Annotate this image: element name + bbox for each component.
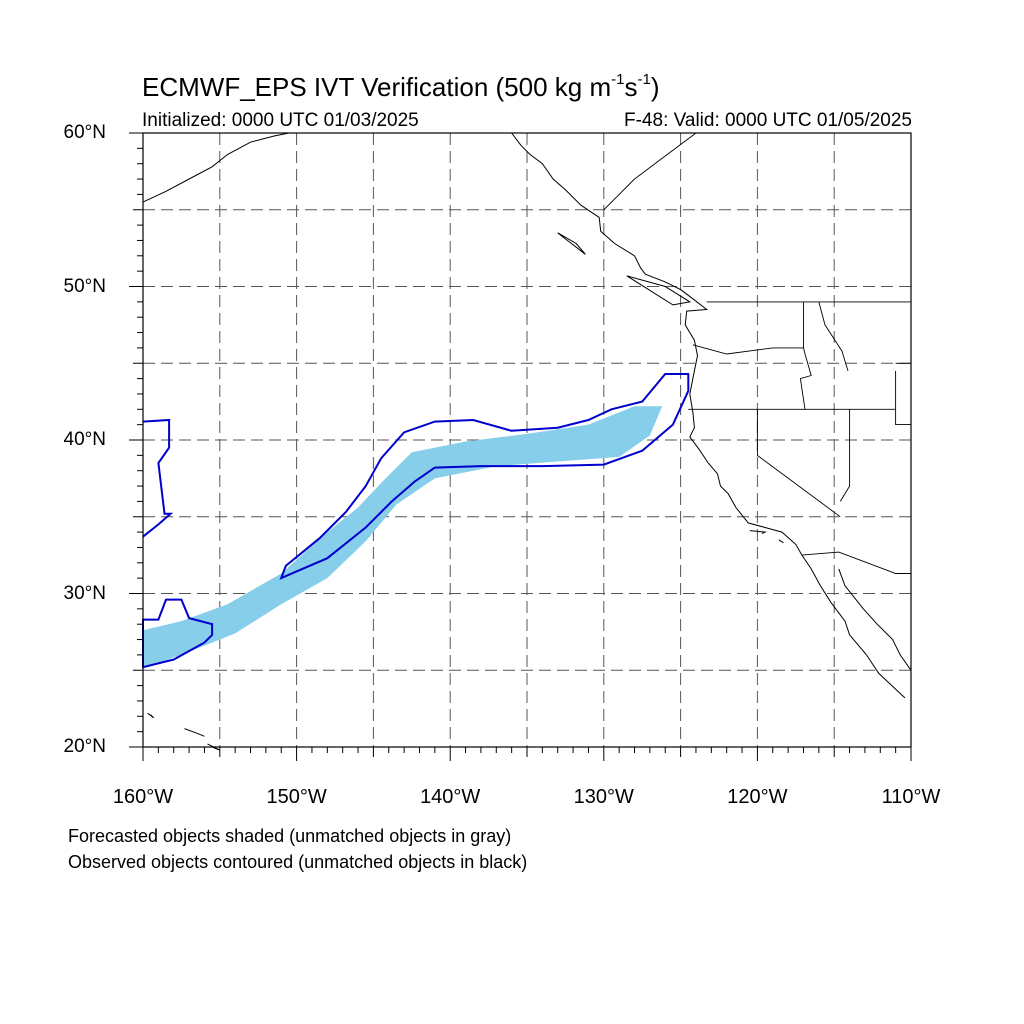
political-border [603,132,697,211]
forecast-objects [143,406,663,669]
political-border [801,551,911,574]
longitude-label: 140°W [420,786,481,808]
initialized-time: Initialized: 0000 UTC 01/03/2025 [142,110,419,131]
island-outline [778,539,784,544]
forecast-object-region [143,406,663,669]
observed-object-contours [142,373,690,669]
footnote-observed: Observed objects contoured (unmatched ob… [68,852,528,872]
political-border [756,409,841,518]
latitude-label: 30°N [63,582,106,604]
axis-ticks [129,132,912,761]
latitude-label: 40°N [63,429,106,450]
gulf-of-california-coast [838,568,912,671]
coastlines-and-borders [142,132,912,751]
longitude-label: 120°W [727,786,788,808]
valid-time: F-48: Valid: 0000 UTC 01/05/2025 [624,110,912,131]
longitude-label: 160°W [112,786,174,808]
longitude-label: 150°W [266,786,327,808]
alaska-coastline [142,132,289,203]
observed-object-main-contour [279,373,690,580]
observed-object-northwest-contour [142,418,174,538]
political-border [895,370,911,426]
latitude-label: 20°N [63,736,106,757]
political-border [839,409,851,502]
island-outline [749,530,767,535]
longitude-label: 110°W [881,786,941,808]
pacific-coastline [511,132,906,699]
political-border [818,301,849,372]
political-border [799,301,812,410]
island-outline [626,275,692,306]
longitude-label: 130°W [573,786,634,808]
chart-title: ECMWF_EPS IVT Verification (500 kg m-1s-… [142,71,660,102]
observed-object-southwest-contour [142,598,214,669]
graticule-gridlines [143,133,911,747]
island-outline [147,712,155,719]
footnote-forecast: Forecasted objects shaded (unmatched obj… [68,826,512,846]
island-outline [557,232,586,255]
political-border [692,344,804,355]
latitude-label: 50°N [63,275,106,297]
latitude-label: 60°N [63,122,106,143]
island-outline [184,728,205,737]
